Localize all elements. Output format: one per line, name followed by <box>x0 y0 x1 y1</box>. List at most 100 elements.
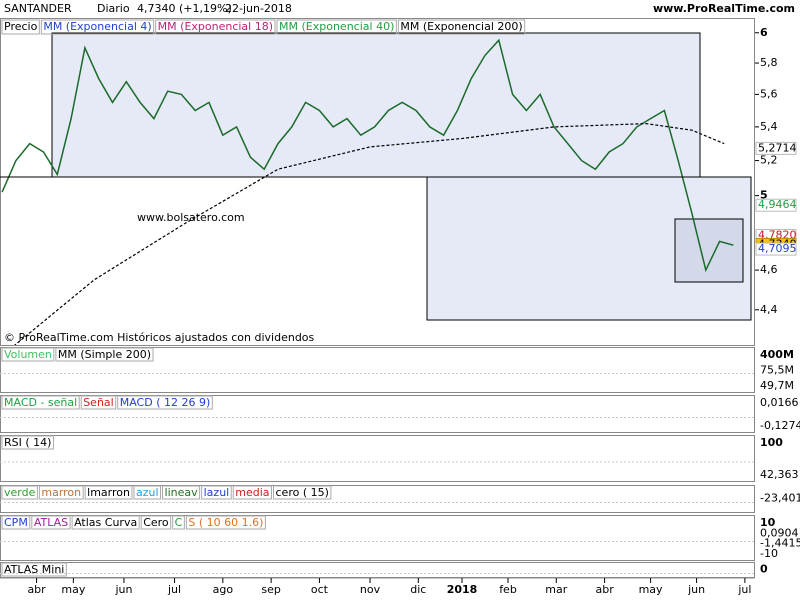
indicator-axis-label: 400M <box>760 348 794 361</box>
legend-box <box>1 435 54 450</box>
y-tick-label: 5 <box>760 189 768 202</box>
legend-box <box>1 19 40 35</box>
indicator-legend: lineav <box>165 486 199 499</box>
date: 22-jun-2018 <box>225 2 292 15</box>
price-label: 4,7095 <box>758 242 797 255</box>
indicator-axis-label: -10 <box>760 547 778 560</box>
legend-box <box>201 485 232 500</box>
watermark: www.bolsatero.com <box>137 211 245 224</box>
y-tick-label: 5,6 <box>760 87 778 100</box>
legend-box <box>397 19 526 35</box>
legend-box <box>84 485 133 500</box>
indicator-axis-label: 0 <box>760 563 768 576</box>
y-tick-label: 5,2 <box>760 154 778 167</box>
y-tick-label: 4,6 <box>760 263 778 276</box>
x-tick-label: may <box>639 583 663 596</box>
x-tick-label: oct <box>311 583 329 596</box>
price-label-box <box>755 198 797 212</box>
indicator-legend: Señal <box>83 396 114 409</box>
price-label-box <box>755 141 797 155</box>
main-panel <box>0 18 755 346</box>
indicator-axis-label: 0,0904 <box>760 526 799 539</box>
legend-box <box>1 347 55 362</box>
x-tick-label: abr <box>595 583 614 596</box>
indicator-legend: cero ( 15) <box>276 486 329 499</box>
y-tick-label: 6 <box>760 26 768 39</box>
indicator-panel <box>0 562 755 578</box>
legend-box <box>185 515 266 530</box>
indicator-legend: lmarron <box>87 486 130 499</box>
indicator-axis-label: 75,5M <box>760 364 794 377</box>
legend-box <box>31 515 71 530</box>
legend-box <box>1 485 38 500</box>
indicator-panel <box>0 435 755 482</box>
x-tick-label: jul <box>167 583 181 596</box>
legend-box <box>232 485 272 500</box>
legend-box <box>276 19 397 35</box>
legend-box <box>155 19 276 35</box>
indicator-legend: ATLAS Mini <box>4 563 64 576</box>
box <box>51 32 701 178</box>
legend-box <box>273 485 332 500</box>
symbol: SANTANDER <box>4 2 72 15</box>
x-tick-label: jun <box>114 583 132 596</box>
legend-box <box>1 515 31 530</box>
y-tick-label: 5,4 <box>760 120 778 133</box>
indicator-panel <box>0 515 755 561</box>
plot <box>1 38 734 345</box>
legend-entry: MM (Exponencial 18) <box>158 20 273 33</box>
indicator-legend: Volumen <box>4 348 52 361</box>
legend-box <box>162 485 201 500</box>
indicator-panel <box>0 395 755 433</box>
x-tick-label: sep <box>261 583 280 596</box>
indicator-legend: ATLAS <box>34 516 68 529</box>
legend-box <box>117 395 213 410</box>
indicator-axis-label: 49,7M <box>760 379 794 392</box>
period: Diario <box>97 2 130 15</box>
indicator-axis-label: -23,401 <box>760 492 800 505</box>
price-label: 5,2714 <box>758 141 797 154</box>
x-tick-label: nov <box>360 583 381 596</box>
price-label: 4,9464 <box>758 198 797 211</box>
legend-box <box>71 515 140 530</box>
legend-entry: MM (Exponencial 200) <box>400 20 522 33</box>
x-tick-label: jul <box>737 583 751 596</box>
legend-entry: MM (Exponencial 4) <box>43 20 151 33</box>
site: www.ProRealTime.com <box>653 2 795 15</box>
indicator-legend: marron <box>41 486 81 499</box>
indicator-axis-label: -1,4415 <box>760 537 800 550</box>
legend-box <box>140 515 172 530</box>
indicator-legend: CPM <box>4 516 28 529</box>
legend-box <box>1 562 67 577</box>
price-label-box <box>755 242 797 256</box>
indicator-axis-label: 42,363 <box>760 468 799 481</box>
legend-box <box>40 19 155 35</box>
price: 4,7340 (+1,19%) <box>137 2 232 15</box>
x-tick-label: abr <box>27 583 46 596</box>
indicator-legend: media <box>235 486 269 499</box>
indicator-legend: MACD - señal <box>4 396 77 409</box>
y-tick-label: 5,8 <box>760 56 778 69</box>
indicator-axis-label: 100 <box>760 436 783 449</box>
indicator-legend: lazul <box>204 486 230 499</box>
legend-box <box>80 395 117 410</box>
y-tick-label: 4,4 <box>760 303 778 316</box>
indicator-legend: Cero <box>143 516 169 529</box>
indicator-legend: MACD ( 12 26 9) <box>120 396 211 409</box>
indicator-panel <box>0 347 755 393</box>
x-tick-label: feb <box>499 583 517 596</box>
x-tick-label: mar <box>545 583 567 596</box>
x-tick-label: dic <box>410 583 426 596</box>
indicator-legend: MM (Simple 200) <box>58 348 151 361</box>
x-tick-label: ago <box>213 583 234 596</box>
series-line <box>1 38 734 273</box>
indicator-axis-label: -0,1274 <box>760 419 800 432</box>
legend-entry: MM (Exponencial 40) <box>279 20 394 33</box>
indicator-legend: Atlas Curva <box>74 516 137 529</box>
indicator-axis-label: 10 <box>760 516 776 529</box>
legend-box <box>1 395 80 410</box>
indicator-legend: verde <box>4 486 36 499</box>
legend-box <box>172 515 185 530</box>
indicator-legend: RSI ( 14) <box>4 436 51 449</box>
